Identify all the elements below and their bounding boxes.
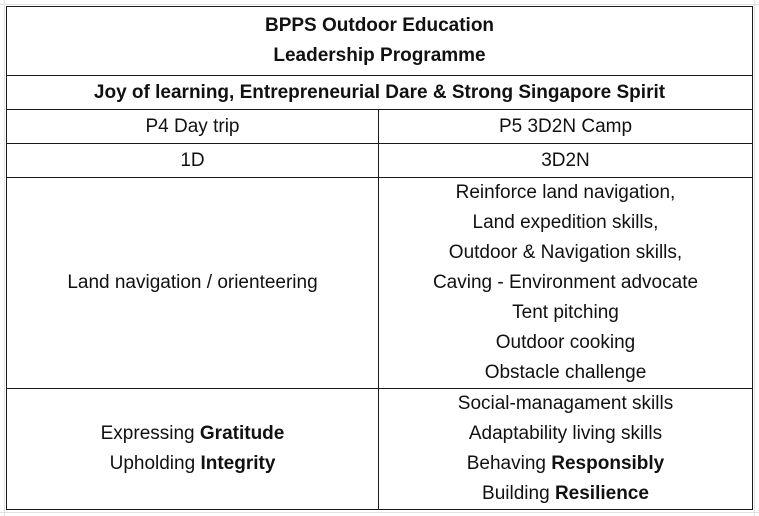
p4-name-cell[interactable]: P4 Day trip bbox=[6, 109, 379, 144]
value-keyword: Gratitude bbox=[199, 423, 285, 444]
p4-activities-cell[interactable]: Land navigation / orienteering bbox=[6, 177, 379, 389]
p5-value-item: Adaptability living skills bbox=[383, 419, 748, 449]
p5-value-item: Behaving Responsibly bbox=[383, 449, 748, 479]
programme-name-row: P4 Day trip P5 3D2N Camp bbox=[6, 109, 753, 144]
value-prefix: Upholding bbox=[109, 453, 201, 474]
p5-activity-item: Caving - Environment advocate bbox=[432, 272, 699, 293]
value-prefix: Building bbox=[482, 483, 555, 504]
duration-row: 1D 3D2N bbox=[6, 143, 753, 178]
p5-activity-item: Outdoor cooking bbox=[495, 332, 636, 353]
p5-activity-item: Land expedition skills, bbox=[472, 212, 659, 233]
p4-values-cell[interactable]: Expressing Gratitude Upholding Integrity bbox=[6, 388, 379, 510]
value-prefix: Behaving bbox=[466, 453, 552, 474]
p4-duration-cell[interactable]: 1D bbox=[6, 143, 379, 178]
value-keyword: Responsibly bbox=[551, 453, 665, 474]
value-prefix: Social-managament skills bbox=[457, 393, 674, 414]
p5-activity-item: Outdoor & Navigation skills, bbox=[448, 242, 683, 263]
tagline-cell[interactable]: Joy of learning, Entrepreneurial Dare & … bbox=[6, 75, 753, 110]
activities-row: Land navigation / orienteering Reinforce… bbox=[6, 177, 753, 389]
p5-name-cell[interactable]: P5 3D2N Camp bbox=[378, 109, 753, 144]
title-cell[interactable]: BPPS Outdoor Education Leadership Progra… bbox=[6, 6, 753, 76]
p5-activities-cell[interactable]: Reinforce land navigation, Land expediti… bbox=[378, 177, 753, 389]
p5-activity-item: Obstacle challenge bbox=[484, 362, 647, 383]
p5-activity-item: Reinforce land navigation, bbox=[455, 182, 676, 203]
value-prefix: Expressing bbox=[100, 423, 200, 444]
p5-value-item: Building Resilience bbox=[383, 479, 748, 509]
title-row: BPPS Outdoor Education Leadership Progra… bbox=[6, 6, 753, 76]
title-line-2: Leadership Programme bbox=[273, 45, 486, 66]
p5-duration-cell[interactable]: 3D2N bbox=[378, 143, 753, 178]
p4-value-item: Expressing Gratitude bbox=[11, 419, 374, 449]
tagline-row: Joy of learning, Entrepreneurial Dare & … bbox=[6, 75, 753, 110]
value-prefix: Adaptability living skills bbox=[468, 423, 663, 444]
title-line-1: BPPS Outdoor Education bbox=[264, 15, 495, 36]
value-keyword: Resilience bbox=[554, 483, 649, 504]
p4-value-item: Upholding Integrity bbox=[11, 449, 374, 479]
values-row: Expressing Gratitude Upholding Integrity… bbox=[6, 388, 753, 510]
p5-activity-item: Tent pitching bbox=[512, 302, 619, 323]
programme-table: BPPS Outdoor Education Leadership Progra… bbox=[6, 6, 753, 510]
value-keyword: Integrity bbox=[200, 453, 276, 474]
p5-value-item: Social-managament skills bbox=[383, 390, 748, 420]
p5-values-cell[interactable]: Social-managament skills Adaptability li… bbox=[378, 388, 753, 510]
